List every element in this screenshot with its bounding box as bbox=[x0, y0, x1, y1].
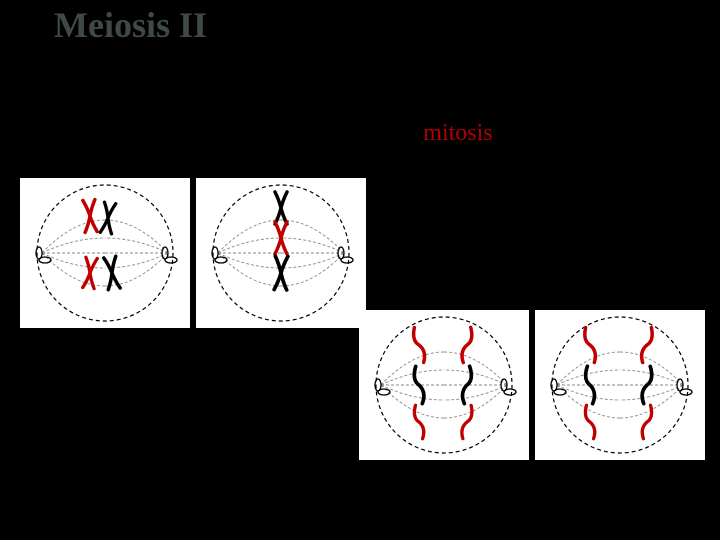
prophase-cell bbox=[20, 178, 190, 328]
prophase-metaphase-label: Prophase II / Metaphase II bbox=[24, 342, 281, 366]
metaphase-cell bbox=[196, 178, 366, 328]
anaphase-a-svg bbox=[359, 310, 529, 460]
bullet-1-line2: ( no more DNA replication) bbox=[82, 90, 349, 116]
anaphase-label: Anaphase II bbox=[440, 474, 558, 498]
bullet-2: • Remember: Meiosis II is similar to mit… bbox=[60, 118, 493, 148]
bottom-figures bbox=[359, 310, 705, 460]
body-text: • No interphase II ( no more DNA replica… bbox=[60, 58, 493, 148]
anaphase-b-svg bbox=[535, 310, 705, 460]
slide-title: Meiosis II bbox=[54, 4, 207, 46]
bullet-dot: • bbox=[60, 58, 82, 83]
top-figures bbox=[20, 178, 366, 328]
slide: Meiosis II • No interphase II ( no more … bbox=[0, 0, 720, 540]
anaphase-cell-b bbox=[535, 310, 705, 460]
bullet-1: • No interphase II ( no more DNA replica… bbox=[60, 58, 493, 118]
anaphase-cell-a bbox=[359, 310, 529, 460]
bullet-1-line1: No interphase II bbox=[82, 60, 238, 86]
metaphase-svg bbox=[196, 178, 366, 328]
bullet-dot: • bbox=[60, 118, 82, 143]
prophase-svg bbox=[20, 178, 190, 328]
bullet-2-line1: Remember: Meiosis II is similar to bbox=[82, 120, 423, 146]
mitosis-word: mitosis bbox=[423, 120, 492, 146]
